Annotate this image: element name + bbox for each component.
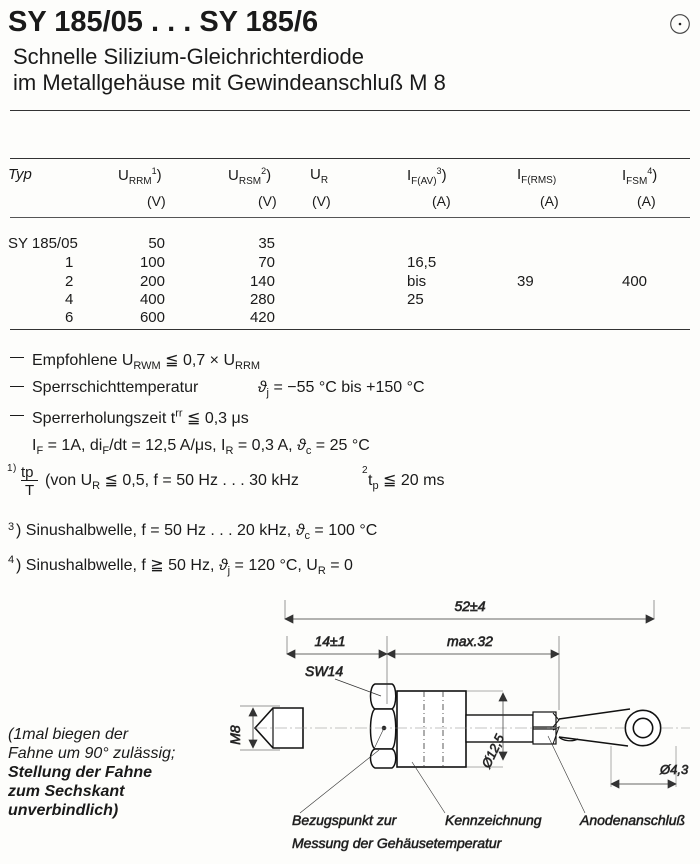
- svg-text:Anodenanschluß: Anodenanschluß: [579, 812, 685, 828]
- svg-text:max.32: max.32: [447, 633, 493, 649]
- svg-text:Bezugspunkt zur: Bezugspunkt zur: [292, 812, 398, 828]
- svg-text:Messung der Gehäusetemperatur: Messung der Gehäusetemperatur: [292, 835, 503, 851]
- svg-text:52±4: 52±4: [454, 598, 485, 614]
- svg-text:SW14: SW14: [305, 663, 343, 679]
- svg-text:Ø4,3: Ø4,3: [659, 762, 689, 777]
- svg-text:14±1: 14±1: [314, 633, 345, 649]
- svg-text:M8: M8: [227, 725, 243, 745]
- svg-text:Kennzeichnung: Kennzeichnung: [445, 812, 542, 828]
